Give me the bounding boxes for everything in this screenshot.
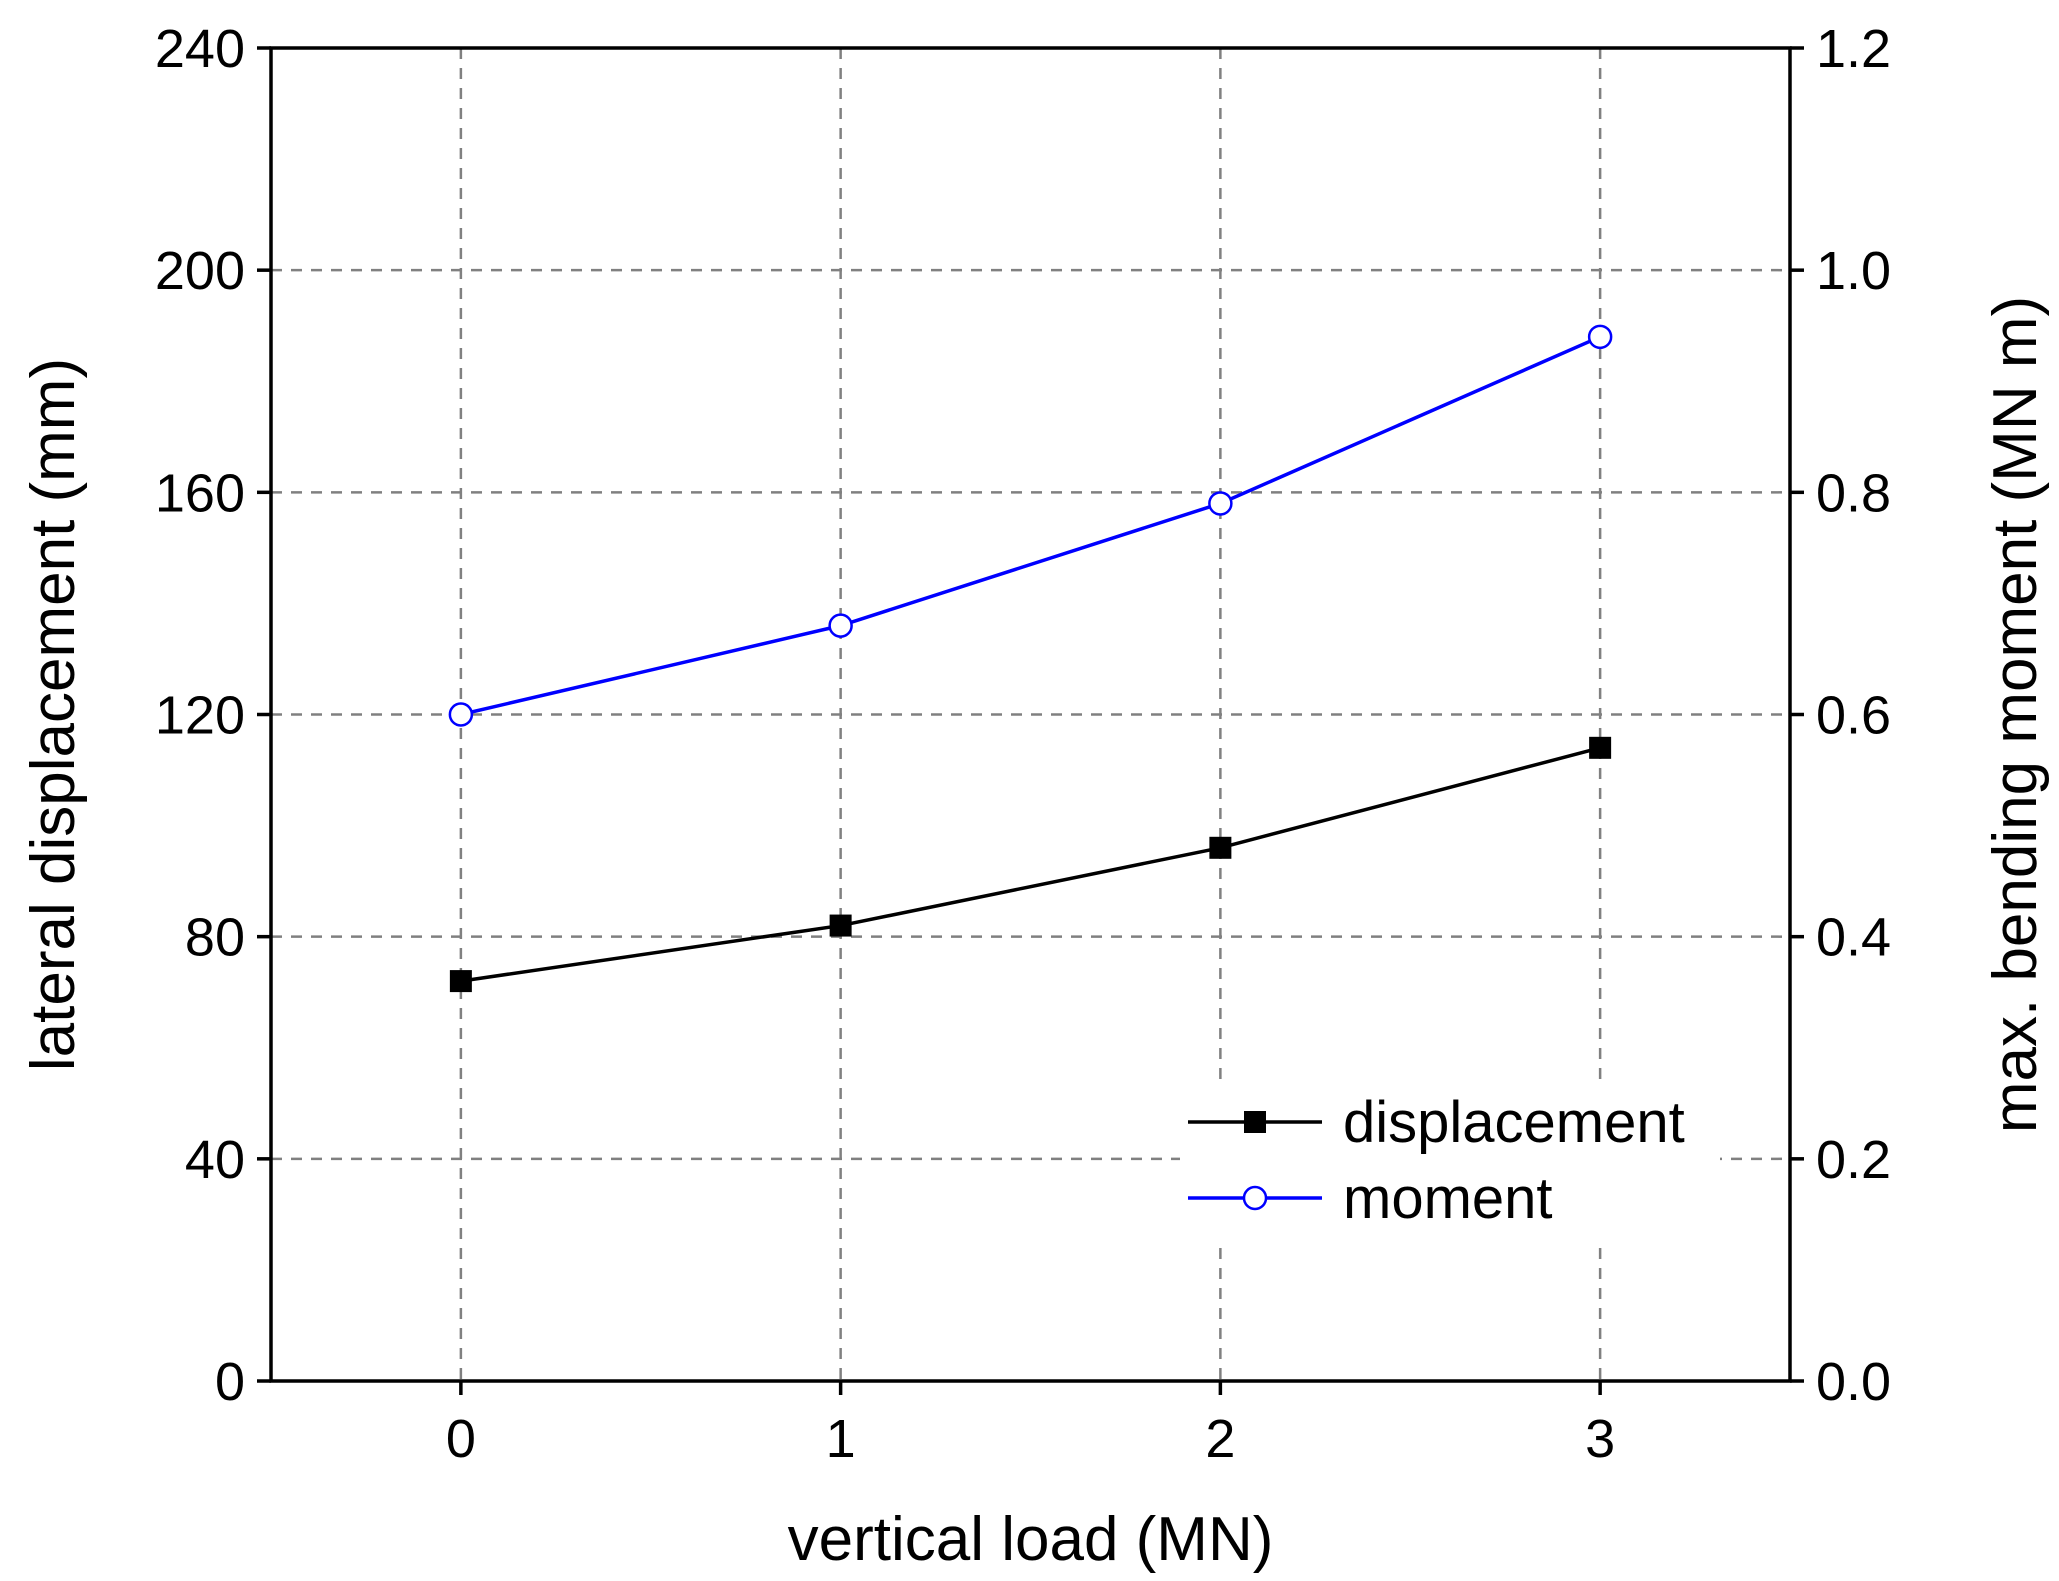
- series-line-displacement: [460, 746, 1601, 983]
- y-tick-label: 200: [155, 241, 245, 301]
- y2-axis-title: max. bending moment (MN m): [1981, 296, 2050, 1133]
- data-point-displacement: [829, 914, 852, 937]
- y-tick-label: 120: [155, 686, 245, 746]
- legend-label-displacement: displacement: [1343, 1090, 1685, 1155]
- data-point-displacement: [1589, 736, 1612, 759]
- x-tick-label: 0: [446, 1409, 476, 1469]
- y2-tick-label: 1.2: [1816, 19, 1891, 79]
- x-tick-label: 2: [1205, 1409, 1235, 1469]
- y-axis-title: lateral displacement (mm): [19, 358, 88, 1071]
- y2-tick-label: 0.8: [1816, 463, 1891, 523]
- series-layer: [448, 324, 1613, 993]
- data-point-moment: [828, 613, 853, 638]
- series-line-moment: [460, 335, 1601, 717]
- data-point-displacement: [1209, 836, 1232, 859]
- y-tick-label: 80: [185, 908, 245, 968]
- data-point-moment: [1587, 324, 1613, 350]
- y-tick-label: 40: [185, 1130, 245, 1190]
- y-tick-label: 160: [155, 463, 245, 523]
- y-tick-label: 240: [155, 19, 245, 79]
- legend-marker-shape-moment: [1242, 1185, 1268, 1211]
- data-point-displacement: [449, 970, 472, 993]
- y2-tick-label: 0.4: [1816, 908, 1891, 968]
- data-point-moment: [1208, 491, 1233, 516]
- y2-tick-label: 0.6: [1816, 686, 1891, 746]
- x-axis-title: vertical load (MN): [788, 1505, 1274, 1574]
- legend-marker-displacement: [1244, 1111, 1266, 1133]
- x-tick-label: 1: [826, 1409, 856, 1469]
- label-layer: 0 1 2 3 0 40 80 120 160 200 240 0.0 0.2 0.4 0.6 0.8 1.0 1…: [155, 19, 1891, 1469]
- data-point-moment: [448, 702, 474, 727]
- legend: displacement moment: [1180, 1082, 1720, 1242]
- y2-tick-label: 1.0: [1816, 241, 1891, 301]
- y2-tick-label: 0.2: [1816, 1130, 1891, 1190]
- legend-label-moment: moment: [1343, 1166, 1553, 1231]
- y-tick-label: 0: [215, 1352, 245, 1412]
- legend-marker-moment: [1242, 1185, 1268, 1211]
- legend-marker-shape-displacement: [1244, 1111, 1266, 1133]
- tick-layer: [257, 46, 1804, 1395]
- legend-background: [1180, 1082, 1720, 1242]
- x-tick-label: 3: [1585, 1409, 1615, 1469]
- y2-tick-label: 0.0: [1816, 1352, 1891, 1412]
